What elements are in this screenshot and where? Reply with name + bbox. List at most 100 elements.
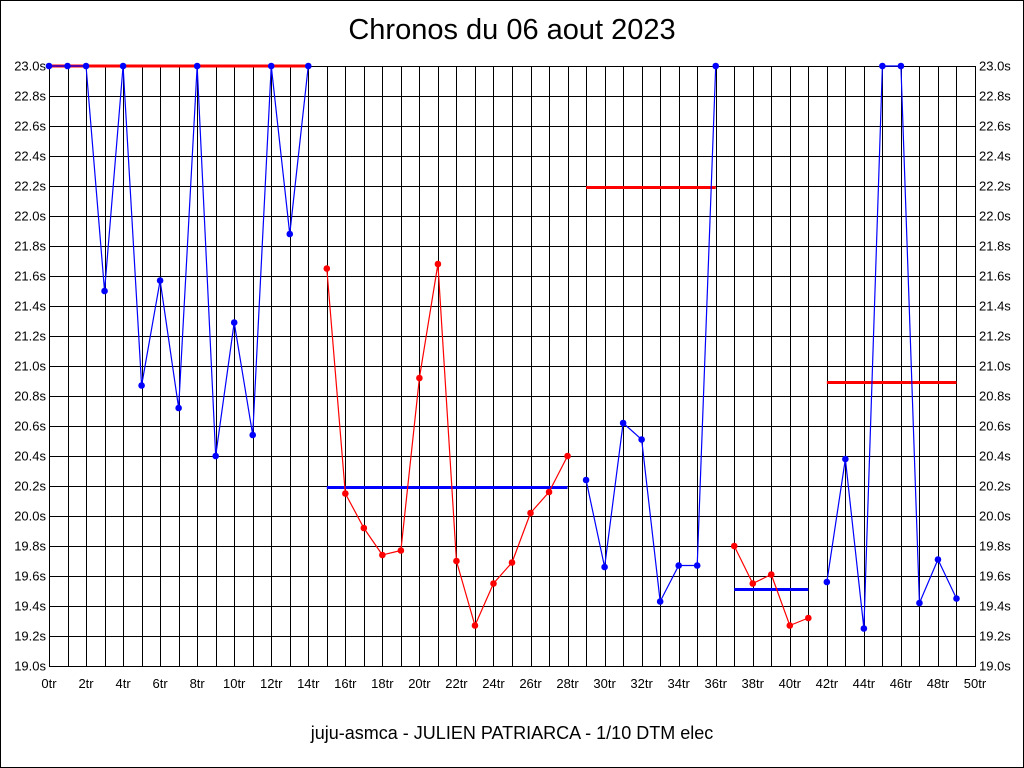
- data-point: [693, 562, 701, 569]
- data-point: [64, 62, 71, 70]
- data-point: [527, 509, 534, 517]
- y-tick-label-left: 20.2s: [14, 479, 46, 494]
- data-point: [304, 62, 312, 70]
- y-tick-label-right: 22.4s: [979, 149, 1011, 164]
- y-tick-label-left: 19.0s: [14, 659, 46, 674]
- x-tick-label: 28tr: [556, 676, 579, 691]
- data-point: [916, 599, 923, 607]
- y-tick-label-left: 22.2s: [14, 179, 46, 194]
- y-tick-label-left: 23.0s: [14, 59, 46, 74]
- y-tick-label-right: 20.4s: [979, 449, 1011, 464]
- data-point: [175, 404, 182, 412]
- x-tick-label: 8tr: [190, 676, 206, 691]
- x-tick-label: 50tr: [964, 676, 987, 691]
- data-point: [786, 622, 794, 629]
- x-tick-label: 18tr: [371, 676, 394, 691]
- y-tick-label-left: 19.8s: [14, 539, 46, 554]
- x-tick-label: 40tr: [779, 676, 802, 691]
- x-tick-label: 24tr: [482, 676, 505, 691]
- y-tick-label-left: 19.2s: [14, 629, 46, 644]
- data-point: [564, 452, 571, 460]
- y-tick-label-right: 22.0s: [979, 209, 1011, 224]
- y-tick-label-right: 19.4s: [979, 599, 1011, 614]
- series-line: [826, 65, 958, 629]
- x-tick-label: 38tr: [742, 676, 765, 691]
- y-tick-label-left: 22.0s: [14, 209, 46, 224]
- x-tick-label: 32tr: [630, 676, 653, 691]
- x-tick-label: 22tr: [445, 676, 468, 691]
- data-point: [138, 382, 145, 389]
- data-point: [212, 452, 219, 460]
- data-point: [101, 287, 108, 295]
- data-point: [619, 419, 627, 427]
- y-tick-label-left: 20.0s: [14, 509, 46, 524]
- y-tick-label-right: 21.8s: [979, 239, 1011, 254]
- data-point: [453, 557, 460, 565]
- data-point: [675, 562, 682, 569]
- data-point: [767, 571, 775, 578]
- data-point: [360, 524, 368, 532]
- series-line: [326, 263, 569, 628]
- x-tick-label: 36tr: [705, 676, 728, 691]
- y-tick-label-left: 21.8s: [14, 239, 46, 254]
- y-tick-label-right: 21.2s: [979, 329, 1011, 344]
- data-point: [82, 62, 90, 70]
- data-point: [323, 265, 331, 272]
- y-tick-label-right: 19.8s: [979, 539, 1011, 554]
- data-point: [119, 62, 127, 70]
- data-point: [749, 580, 757, 587]
- y-tick-label-left: 22.6s: [14, 119, 46, 134]
- y-tick-label-right: 20.6s: [979, 419, 1011, 434]
- x-tick-label: 30tr: [593, 676, 616, 691]
- y-tick-label-left: 19.6s: [14, 569, 46, 584]
- y-tick-label-left: 21.0s: [14, 359, 46, 374]
- data-point: [730, 542, 738, 550]
- y-tick-label-right: 19.2s: [979, 629, 1011, 644]
- x-tick-label: 42tr: [816, 676, 839, 691]
- data-point: [45, 62, 53, 70]
- y-tick-label-left: 20.8s: [14, 389, 46, 404]
- y-tick-label-right: 22.8s: [979, 89, 1011, 104]
- x-tick-label: 12tr: [260, 676, 283, 691]
- data-point: [490, 580, 497, 587]
- y-tick-label-right: 19.0s: [979, 659, 1011, 674]
- x-tick-label: 6tr: [153, 676, 169, 691]
- data-point: [267, 62, 275, 70]
- x-tick-label: 0tr: [41, 676, 57, 691]
- y-tick-label-right: 23.0s: [979, 59, 1011, 74]
- chart-title: Chronos du 06 aout 2023: [348, 14, 676, 46]
- data-point: [230, 319, 238, 326]
- y-tick-label-left: 22.8s: [14, 89, 46, 104]
- chart-footer: juju-asmca - JULIEN PATRIARCA - 1/10 DTM…: [310, 723, 714, 743]
- data-point: [397, 547, 405, 554]
- x-tick-label: 44tr: [853, 676, 876, 691]
- x-tick-label: 48tr: [927, 676, 950, 691]
- x-tick-label: 2tr: [78, 676, 94, 691]
- data-point: [249, 431, 257, 439]
- data-point: [805, 614, 812, 622]
- data-point: [342, 490, 349, 497]
- data-point: [156, 277, 164, 284]
- data-point: [286, 230, 294, 238]
- data-point: [582, 476, 590, 484]
- y-tick-label-left: 20.6s: [14, 419, 46, 434]
- y-tick-label-right: 21.4s: [979, 299, 1011, 314]
- y-tick-label-right: 20.2s: [979, 479, 1011, 494]
- y-tick-label-right: 20.0s: [979, 509, 1011, 524]
- x-tick-label: 34tr: [667, 676, 690, 691]
- series-line: [49, 65, 309, 457]
- y-tick-label-right: 22.2s: [979, 179, 1011, 194]
- data-point: [897, 62, 905, 70]
- data-point: [545, 488, 553, 496]
- y-tick-label-left: 21.6s: [14, 269, 46, 284]
- y-tick-label-left: 22.4s: [14, 149, 46, 164]
- data-point: [934, 556, 942, 563]
- data-point: [193, 62, 201, 70]
- data-point: [656, 598, 664, 605]
- x-tick-label: 16tr: [334, 676, 357, 691]
- x-tick-label: 20tr: [408, 676, 431, 691]
- data-point: [879, 62, 886, 70]
- y-tick-label-left: 20.4s: [14, 449, 46, 464]
- data-point: [638, 436, 645, 443]
